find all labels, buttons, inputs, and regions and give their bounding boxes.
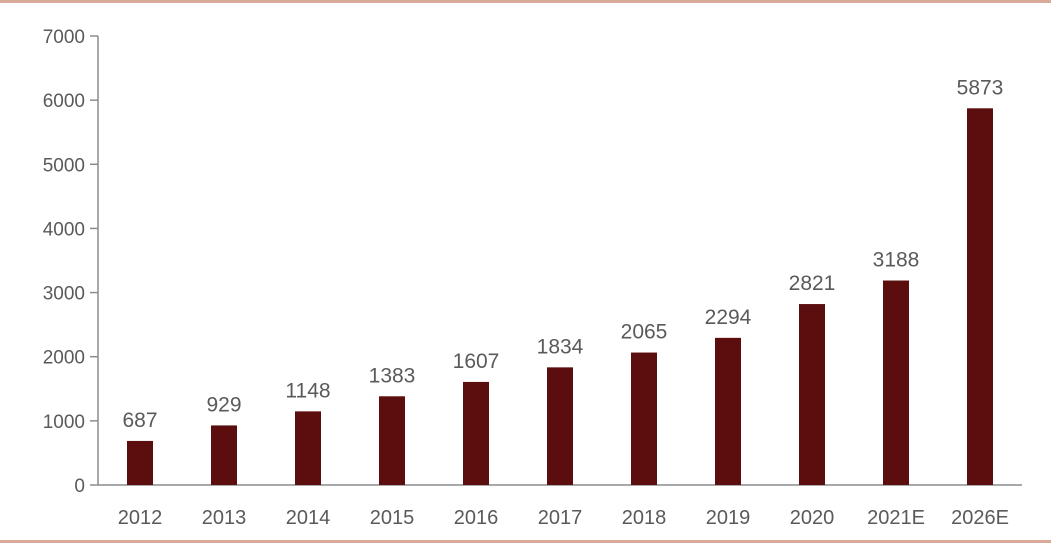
- data-label: 2065: [621, 321, 668, 344]
- data-label: 1607: [453, 350, 500, 373]
- bar: [463, 381, 489, 485]
- x-tick-label: 2017: [538, 507, 583, 529]
- data-label: 929: [206, 393, 241, 416]
- x-tick-label: 2015: [370, 507, 415, 529]
- y-tick-label: 2000: [43, 348, 85, 369]
- bar: [631, 352, 657, 485]
- y-axis: 0 1000 2000 3000 4000 5000 6000 7000: [43, 27, 99, 497]
- x-tick-label: 2020: [790, 507, 835, 529]
- y-tick-label: 4000: [43, 219, 85, 240]
- x-axis: 2012 2013 2014 2015 2016 2017 2018 2019 2020 2021…: [98, 484, 1022, 529]
- bar: [799, 304, 825, 485]
- x-tick-label: 2013: [202, 507, 247, 529]
- bar: [883, 280, 909, 485]
- bar: [379, 396, 405, 485]
- y-tick-label: 1000: [43, 412, 85, 433]
- x-tick-label: 2012: [118, 507, 163, 529]
- data-label: 1148: [285, 379, 330, 402]
- bar: [967, 108, 993, 485]
- data-label: 2821: [789, 272, 836, 295]
- y-tick-label: 6000: [43, 91, 85, 112]
- y-tick-label: 3000: [43, 284, 85, 305]
- x-tick-label: 2016: [454, 507, 499, 529]
- x-tick-label: 2019: [706, 507, 751, 529]
- x-tick-label: 2021E: [867, 507, 925, 529]
- data-label: 2294: [705, 306, 752, 329]
- bar: [547, 367, 573, 485]
- x-tick-label: 2026E: [951, 507, 1009, 529]
- y-tick-label: 7000: [43, 27, 85, 48]
- data-label: 5873: [957, 76, 1004, 99]
- bar: [715, 337, 741, 485]
- bar: [127, 440, 153, 485]
- bar: [295, 411, 321, 485]
- y-tick-label: 5000: [43, 155, 85, 176]
- data-label: 1834: [537, 335, 584, 358]
- bars: [127, 108, 993, 485]
- data-label: 3188: [873, 249, 920, 272]
- bar: [211, 425, 237, 485]
- x-tick-label: 2014: [286, 507, 331, 529]
- y-tick-label: 0: [74, 476, 85, 497]
- x-tick-label: 2018: [622, 507, 667, 529]
- data-label: 1383: [369, 364, 416, 387]
- data-label: 687: [122, 409, 157, 432]
- data-labels: 687 929 1148 1383 1607 1834 2065 2294 2821 3188 58…: [122, 76, 1003, 432]
